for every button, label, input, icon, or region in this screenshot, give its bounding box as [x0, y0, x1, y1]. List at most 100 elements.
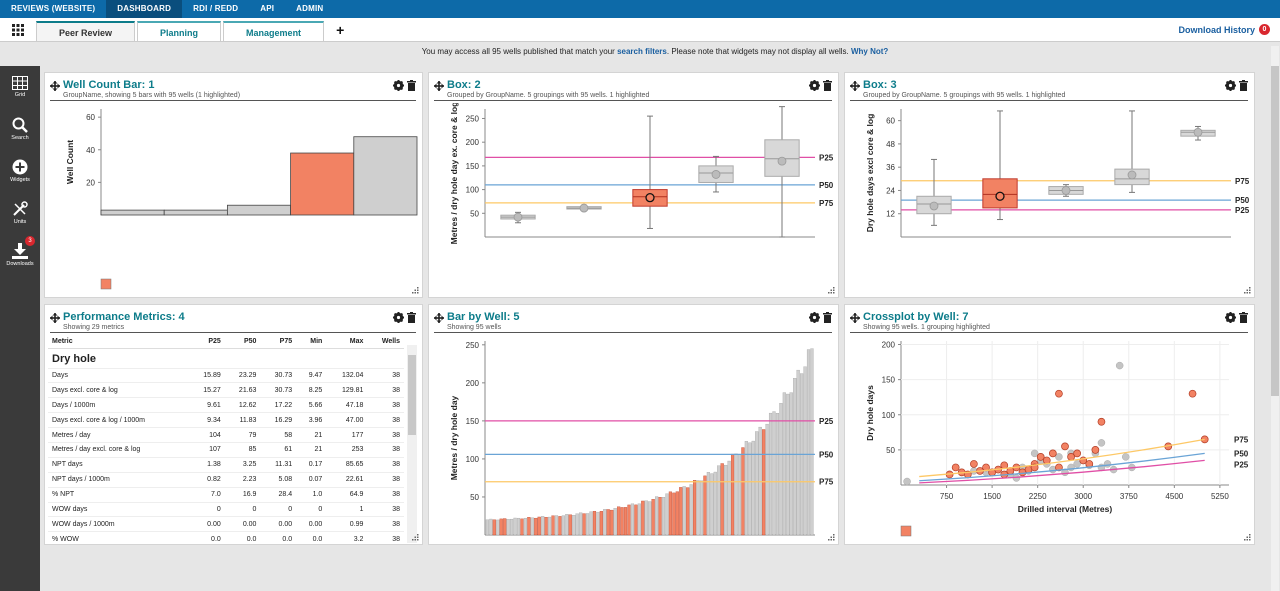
move-icon[interactable] [50, 313, 60, 323]
table-cell: 38 [367, 397, 404, 414]
column-header[interactable]: Max [326, 335, 368, 349]
plus-circle-icon [12, 159, 28, 174]
move-icon[interactable] [434, 313, 444, 323]
widget-performance-metrics: Performance Metrics: 4 Showing 29 metric… [44, 304, 423, 545]
sidebar-item-units[interactable]: Units [0, 192, 40, 233]
column-header[interactable]: P50 [224, 335, 261, 349]
trash-icon[interactable] [1239, 80, 1248, 91]
search-filters-link[interactable]: search filters [617, 47, 667, 56]
trash-icon[interactable] [823, 80, 832, 91]
page-scroll-thumb[interactable] [1271, 66, 1279, 396]
trend-line [919, 459, 1205, 484]
bar [506, 519, 510, 536]
resize-handle-icon[interactable] [412, 534, 419, 541]
column-header[interactable]: P25 [189, 335, 225, 349]
bar [547, 516, 552, 536]
column-header[interactable]: Min [296, 335, 327, 349]
sidebar-item-widgets[interactable]: Widgets [0, 150, 40, 191]
table-row: Days / 1000m 9.61 12.62 17.22 5.66 47.18 38 [48, 397, 404, 414]
table-cell: 0 [224, 502, 261, 518]
sidebar-item-grid[interactable]: Grid [0, 66, 40, 107]
table-cell: 23.29 [224, 368, 261, 384]
bar [523, 517, 527, 536]
highlight-point [951, 463, 960, 472]
widget-subtitle: Grouped by GroupName. 5 groupings with 9… [447, 92, 650, 99]
nav-admin[interactable]: ADMIN [296, 4, 324, 13]
table-cell: 0.82 [189, 472, 225, 488]
table-cell: 0.17 [296, 457, 327, 473]
column-header[interactable]: Wells [367, 335, 404, 349]
tab-planning[interactable]: Planning [137, 21, 222, 41]
gear-icon[interactable] [809, 312, 820, 323]
bar [575, 513, 579, 536]
gear-icon[interactable] [393, 80, 404, 91]
download-history-badge: 0 [1259, 24, 1270, 35]
page-scrollbar[interactable] [1271, 46, 1279, 591]
resize-handle-icon[interactable] [1244, 534, 1251, 541]
widget-title: Well Count Bar: 1 [63, 79, 155, 91]
gear-icon[interactable] [809, 80, 820, 91]
gear-icon[interactable] [393, 312, 404, 323]
gear-icon[interactable] [1225, 80, 1236, 91]
trash-icon[interactable] [407, 312, 416, 323]
resize-handle-icon[interactable] [1244, 287, 1251, 294]
table-cell: 30.73 [260, 382, 297, 399]
sidebar-item-downloads[interactable]: Downloads 3 [0, 234, 40, 275]
gear-icon[interactable] [1225, 312, 1236, 323]
grey-point [1121, 453, 1130, 461]
table-cell: Days excl. core & log [48, 382, 190, 399]
column-header[interactable]: Metric [48, 335, 190, 349]
widget-subtitle: Grouped by GroupName. 5 groupings with 9… [863, 92, 1066, 99]
grey-point [1067, 463, 1075, 472]
move-icon[interactable] [850, 81, 860, 91]
move-icon[interactable] [50, 81, 60, 91]
trash-icon[interactable] [1239, 312, 1248, 323]
table-scrollbar[interactable] [407, 345, 417, 543]
table-cell: Metres / day [48, 427, 190, 443]
trash-icon[interactable] [823, 312, 832, 323]
table-cell: 7.0 [189, 487, 225, 503]
y-tick-label: 20 [86, 178, 95, 187]
percentile-label: P50 [1235, 196, 1250, 205]
resize-handle-icon[interactable] [412, 287, 419, 294]
x-tick-label: 2250 [1029, 492, 1047, 501]
table-cell: WOW days / 1000m [48, 516, 190, 533]
bar [630, 503, 635, 536]
resize-handle-icon[interactable] [828, 287, 835, 294]
bar [717, 465, 721, 536]
bar [648, 501, 652, 536]
move-icon[interactable] [850, 313, 860, 323]
add-tab-button[interactable]: + [336, 22, 345, 38]
nav-api[interactable]: API [260, 4, 275, 13]
resize-handle-icon[interactable] [828, 534, 835, 541]
grey-point [1055, 453, 1063, 461]
why-not-link[interactable]: Why Not? [850, 47, 889, 56]
nav-dashboard[interactable]: DASHBOARD [106, 0, 183, 18]
table-cell: 0.07 [296, 472, 327, 488]
tab-management[interactable]: Management [223, 21, 325, 41]
y-tick-label: 200 [466, 379, 480, 388]
bar [737, 454, 742, 536]
nav-reviews[interactable]: REVIEWS (WEBSITE) [11, 4, 96, 13]
bar [641, 500, 645, 536]
table-cell: 11.83 [224, 412, 261, 429]
table-cell: 3.25 [224, 457, 261, 473]
table-cell: 0.00 [189, 516, 225, 533]
trash-icon[interactable] [407, 80, 416, 91]
tab-peer-review[interactable]: Peer Review [36, 21, 136, 41]
y-tick-label: 100 [466, 186, 480, 195]
table-cell: 47.18 [326, 397, 368, 414]
sidebar-label-downloads: Downloads [6, 260, 34, 267]
apps-grid-icon[interactable] [0, 18, 36, 42]
bar [627, 504, 631, 536]
table-cell: 0.0 [296, 531, 327, 543]
table-scroll-thumb[interactable] [408, 355, 416, 435]
sidebar-item-search[interactable]: Search [0, 108, 40, 149]
download-history-link[interactable]: Download History 0 [1178, 24, 1270, 35]
move-icon[interactable] [434, 81, 444, 91]
table-cell: 30.73 [260, 368, 297, 384]
nav-rdi-redd[interactable]: RDI / REDD [193, 4, 239, 13]
column-header[interactable]: P75 [260, 335, 297, 349]
bar [668, 491, 672, 536]
percentile-label: P75 [819, 199, 834, 208]
